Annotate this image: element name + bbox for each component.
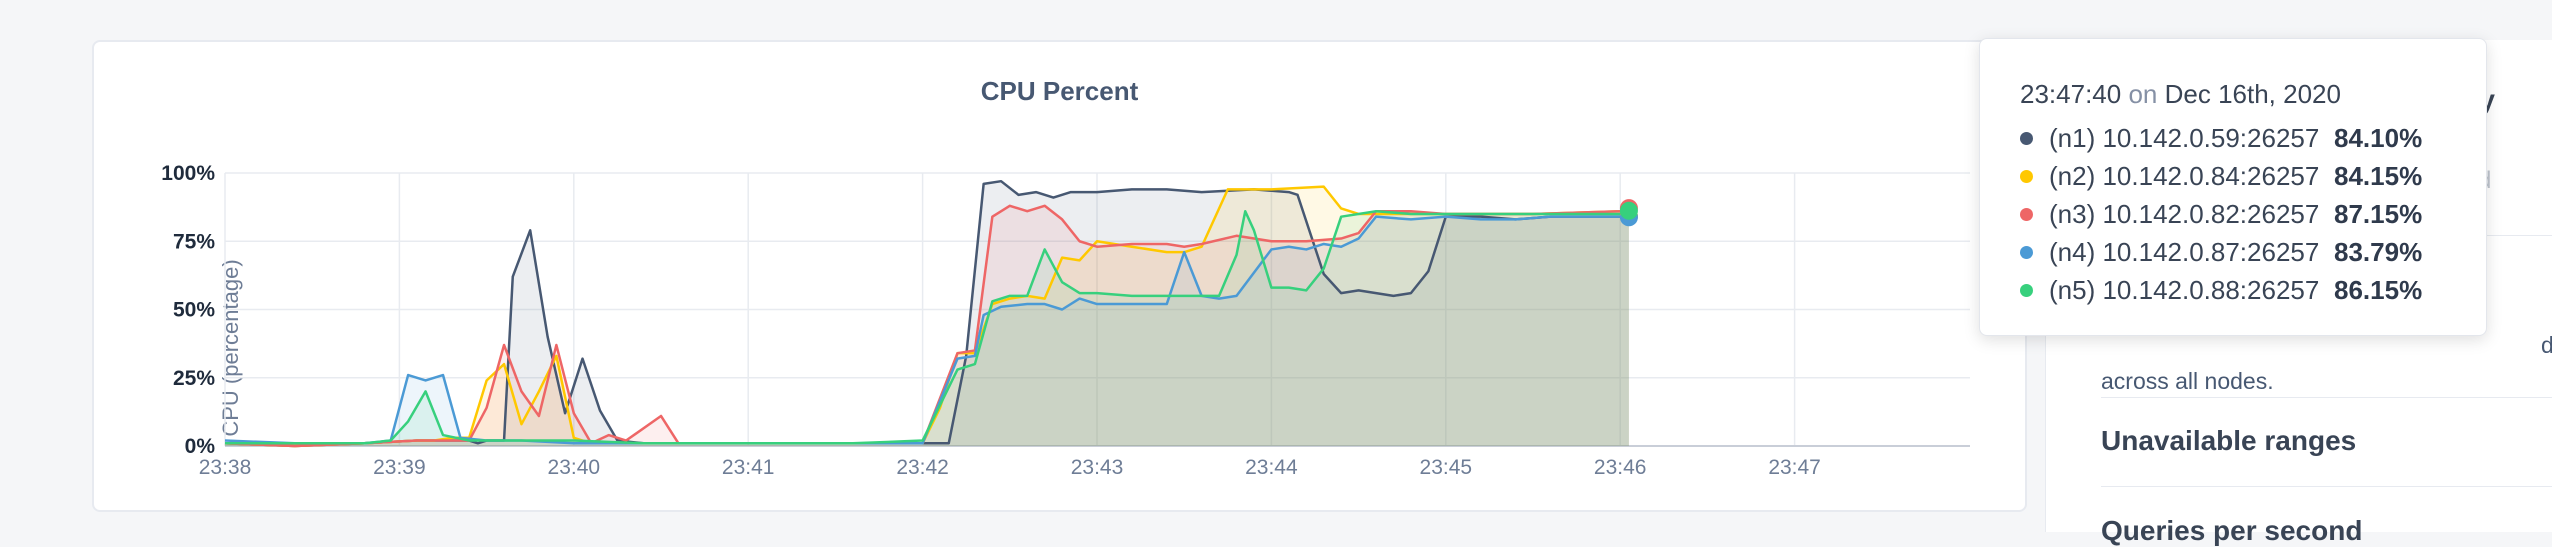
tooltip-row: (n1) 10.142.0.59:26257 84.10% <box>2020 119 2486 157</box>
x-tick-label: 23:44 <box>1245 456 1298 479</box>
unavailable-ranges-heading[interactable]: Unavailable ranges <box>2101 425 2357 456</box>
capacity-text-line: across all nodes. <box>2101 368 2274 394</box>
cpu-chart-card: CPU Percent CPU (percentage) 0% 25% 50% 75%… <box>92 40 2027 512</box>
tooltip-row: (n3) 10.142.0.82:26257 87.15% <box>2020 195 2486 233</box>
x-tick-label: 23:38 <box>199 456 252 479</box>
y-tick-label: 50% <box>173 299 215 322</box>
capacity-text-fragment: disk ca <box>2541 332 2552 358</box>
chart-title: CPU Percent <box>980 76 1139 106</box>
chart-tooltip: 23:47:40 on Dec 16th, 2020 (n1) 10.142.0… <box>1979 38 2487 336</box>
series-line <box>224 215 1630 445</box>
tooltip-node-label: (n1) 10.142.0.59:26257 <box>2049 122 2320 153</box>
tooltip-on: on <box>2128 79 2158 109</box>
series-area <box>225 205 1629 446</box>
series-color-dot-icon <box>2020 283 2033 297</box>
x-tick-label: 23:45 <box>1420 456 1473 479</box>
tooltip-node-value: 86.15% <box>2334 274 2423 305</box>
series-color-dot-icon <box>2020 131 2033 145</box>
x-tick-label: 23:43 <box>1071 456 1124 479</box>
panel-divider <box>2101 397 2552 398</box>
cpu-percent-chart[interactable]: 0% 25% 50% 75% 100% 23:38 23:39 23:40 23:41 23:42… <box>94 42 2029 514</box>
series-area <box>225 186 1629 446</box>
tooltip-node-value: 84.10% <box>2334 122 2423 153</box>
x-tick-label: 23:42 <box>896 456 949 479</box>
hover-point-marker <box>1619 201 1638 220</box>
tooltip-time: 23:47:40 <box>2020 79 2122 109</box>
tooltip-header: 23:47:40 on Dec 16th, 2020 <box>2020 79 2486 110</box>
x-tick-label: 23:39 <box>373 456 426 479</box>
series-color-dot-icon <box>2020 245 2033 259</box>
tooltip-date: Dec 16th, 2020 <box>2164 79 2341 109</box>
queries-per-second-heading[interactable]: Queries per second <box>2101 515 2363 546</box>
tooltip-node-label: (n2) 10.142.0.84:26257 <box>2049 160 2320 191</box>
series-line <box>225 209 1630 445</box>
panel-divider <box>2101 486 2552 487</box>
x-tick-label: 23:47 <box>1768 456 1821 479</box>
series-area <box>225 210 1629 446</box>
tooltip-row: (n4) 10.142.0.87:26257 83.79% <box>2020 233 2486 271</box>
tooltip-row: (n5) 10.142.0.88:26257 86.15% <box>2020 271 2486 309</box>
x-tick-label: 23:40 <box>548 456 601 479</box>
y-tick-label: 25% <box>173 367 215 390</box>
x-tick-label: 23:46 <box>1594 456 1647 479</box>
tooltip-node-label: (n5) 10.142.0.88:26257 <box>2049 274 2320 305</box>
x-tick-label: 23:41 <box>722 456 775 479</box>
y-tick-label: 0% <box>185 435 216 458</box>
tooltip-node-value: 84.15% <box>2334 160 2423 191</box>
y-tick-label: 75% <box>173 230 215 253</box>
tooltip-rows: (n1) 10.142.0.59:26257 84.10% (n2) 10.142.… <box>2020 119 2486 309</box>
y-tick-label: 100% <box>161 162 215 185</box>
series-color-dot-icon <box>2020 169 2033 183</box>
series-color-dot-icon <box>2020 207 2033 221</box>
tooltip-node-value: 87.15% <box>2334 198 2423 229</box>
tooltip-node-label: (n4) 10.142.0.87:26257 <box>2049 236 2320 267</box>
tooltip-node-label: (n3) 10.142.0.82:26257 <box>2049 198 2320 229</box>
tooltip-row: (n2) 10.142.0.84:26257 84.15% <box>2020 157 2486 195</box>
tooltip-node-value: 83.79% <box>2334 236 2423 267</box>
series-area <box>225 216 1629 446</box>
